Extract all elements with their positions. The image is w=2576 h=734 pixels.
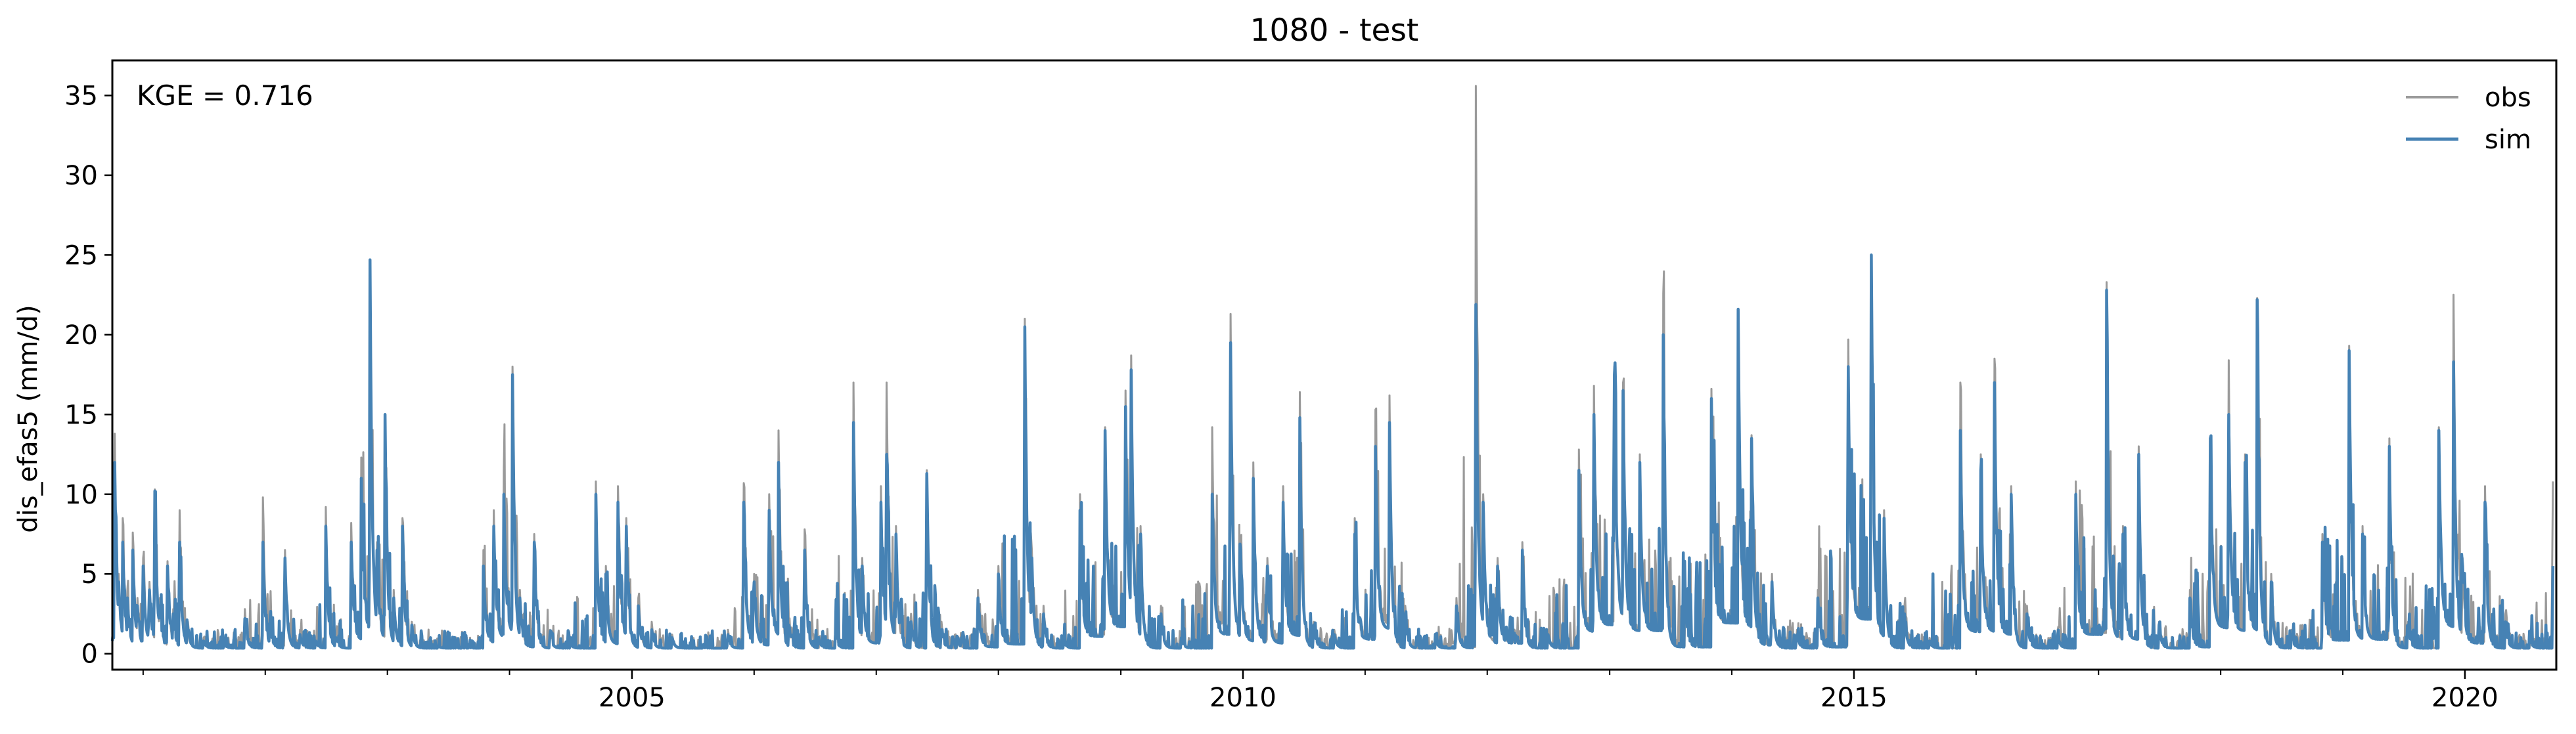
y-axis-label: dis_efas5 (mm/d) — [13, 305, 43, 533]
plot-frame — [111, 59, 2558, 671]
y-tick-label: 35 — [64, 81, 98, 111]
x-tick-label: 2015 — [1820, 683, 1887, 713]
y-tick-label: 20 — [64, 320, 98, 351]
x-tick-label: 2020 — [2431, 683, 2498, 713]
y-tick-label: 5 — [81, 559, 98, 590]
legend: obs sim — [2406, 83, 2531, 155]
chart-title: 1080 - test — [1250, 12, 1419, 49]
y-tick-label: 10 — [64, 480, 98, 510]
legend-sim-label: sim — [2485, 125, 2531, 155]
x-axis: 2005 2010 2015 2020 — [142, 670, 2498, 713]
y-axis: 0 5 10 15 20 25 30 35 — [64, 81, 112, 670]
y-tick-label: 15 — [64, 400, 98, 430]
series-layer — [110, 85, 2555, 650]
series-sim-line — [110, 253, 2555, 650]
y-tick-label: 0 — [81, 639, 98, 670]
x-tick-label: 2005 — [599, 683, 666, 713]
x-tick-label: 2010 — [1209, 683, 1277, 713]
y-tick-label: 30 — [64, 161, 98, 191]
kge-annotation: KGE = 0.716 — [137, 79, 313, 112]
y-tick-label: 25 — [64, 240, 98, 270]
legend-obs-label: obs — [2485, 83, 2531, 113]
